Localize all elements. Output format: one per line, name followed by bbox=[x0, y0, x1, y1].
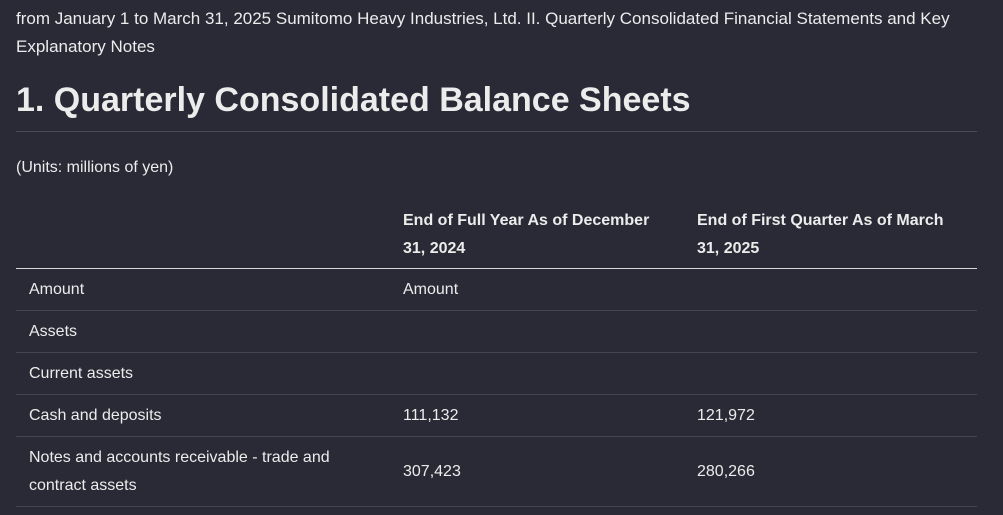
empty-cell bbox=[684, 352, 977, 395]
row-label: Notes and accounts receivable - trade an… bbox=[16, 436, 390, 507]
row-label: Assets bbox=[16, 310, 390, 353]
units-note: (Units: millions of yen) bbox=[16, 159, 174, 176]
cell-value: 121,972 bbox=[684, 394, 977, 437]
cell-value: 280,266 bbox=[684, 436, 977, 507]
table-row: Cash and deposits 111,132 121,972 bbox=[16, 394, 977, 437]
header-cell bbox=[16, 202, 390, 269]
row-label: Current assets bbox=[16, 352, 390, 395]
header-cell: End of Full Year As of December 31, 2024 bbox=[390, 202, 684, 269]
empty-cell bbox=[684, 310, 977, 353]
intro-text: from January 1 to March 31, 2025 Sumitom… bbox=[16, 9, 950, 56]
table-row: Amount Amount bbox=[16, 268, 977, 311]
header-row: End of Full Year As of December 31, 2024… bbox=[16, 202, 977, 269]
table-row: Assets bbox=[16, 310, 977, 353]
header-cell: End of First Quarter As of March 31, 202… bbox=[684, 202, 977, 269]
cell-value: Amount bbox=[390, 268, 684, 311]
document: from January 1 to March 31, 2025 Sumitom… bbox=[16, 5, 977, 507]
row-label: Cash and deposits bbox=[16, 394, 390, 437]
table-row: Notes and accounts receivable - trade an… bbox=[16, 436, 977, 507]
cell-value: 307,423 bbox=[390, 436, 684, 507]
balance-sheet-table: End of Full Year As of December 31, 2024… bbox=[16, 202, 977, 507]
empty-cell bbox=[390, 310, 684, 353]
empty-cell bbox=[390, 352, 684, 395]
row-label: Amount bbox=[16, 268, 390, 311]
empty-cell bbox=[684, 268, 977, 311]
section-heading: 1. Quarterly Consolidated Balance Sheets bbox=[16, 80, 977, 132]
cell-value: 111,132 bbox=[390, 394, 684, 437]
table-row: Current assets bbox=[16, 352, 977, 395]
table-body: Amount Amount Assets Current assets Cash and… bbox=[16, 268, 977, 507]
